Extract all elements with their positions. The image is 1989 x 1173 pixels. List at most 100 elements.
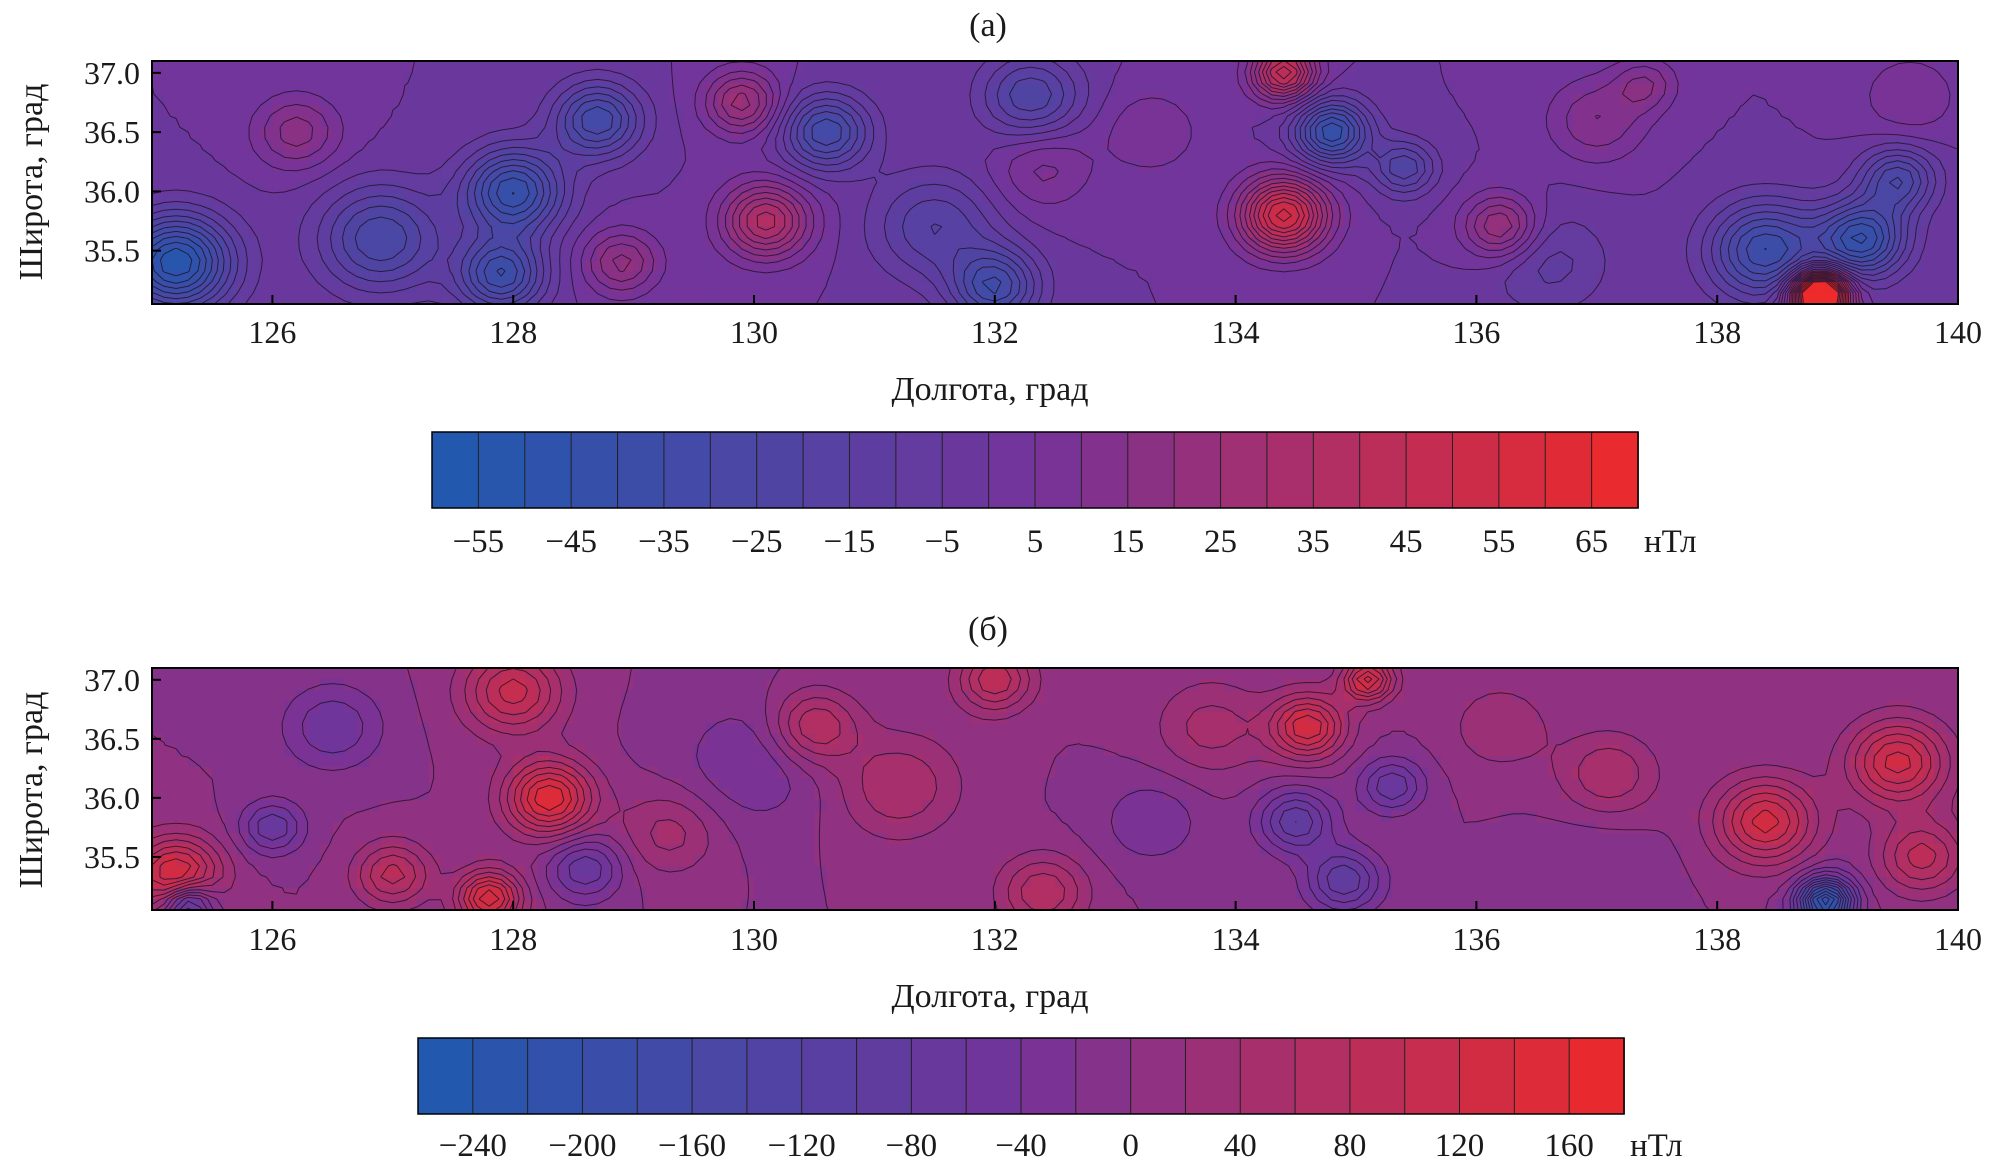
heatmap-cell [717, 668, 731, 680]
heatmap-cell [1753, 61, 1766, 73]
heatmap-cell [1524, 767, 1538, 779]
heatmap-cell [236, 149, 249, 162]
heatmap-cell [1307, 756, 1321, 768]
heatmap-cell [272, 756, 286, 768]
heatmap-cell [212, 72, 225, 84]
heatmap-cell [1548, 292, 1562, 305]
heatmap-cell [1030, 292, 1044, 305]
heatmap-cell [1476, 734, 1490, 746]
heatmap-cell [1006, 72, 1020, 84]
heatmap-cell [910, 83, 924, 95]
heatmap-cell [1307, 94, 1321, 106]
heatmap-cell [705, 105, 719, 117]
heatmap-cell [585, 116, 599, 128]
heatmap-cell [609, 61, 623, 73]
heatmap-cell [501, 292, 514, 305]
heatmap-cell [561, 734, 574, 746]
heatmap-cell [1681, 756, 1694, 768]
heatmap-cell [1669, 723, 1682, 735]
heatmap-cell [1657, 193, 1670, 206]
heatmap-cell [573, 712, 587, 724]
heatmap-cell [1909, 171, 1923, 184]
heatmap-cell [1006, 690, 1020, 702]
heatmap-cell [1139, 83, 1152, 95]
heatmap-cell [1223, 778, 1237, 790]
heatmap-cell [1825, 292, 1839, 305]
heatmap-cell [1548, 745, 1562, 757]
heatmap-cell [344, 116, 358, 128]
heatmap-cell [380, 712, 394, 724]
heatmap-cell [1247, 215, 1261, 228]
heatmap-cell [693, 723, 707, 735]
heatmap-cell [501, 193, 514, 206]
heatmap-cell [778, 160, 791, 173]
heatmap-cell [1693, 182, 1706, 195]
heatmap-cell [1416, 61, 1429, 73]
heatmap-cell [1933, 668, 1947, 680]
heatmap-cell [296, 712, 310, 724]
heatmap-cell [898, 734, 912, 746]
heatmap-cell [1849, 237, 1863, 250]
heatmap-cell [1861, 61, 1875, 73]
heatmap-cell [489, 171, 502, 184]
heatmap-cell [1753, 105, 1766, 117]
heatmap-cell [681, 127, 695, 139]
heatmap-cell [356, 83, 370, 95]
heatmap-cell [1524, 193, 1538, 206]
heatmap-cell [1223, 182, 1237, 195]
colorbar-tick-label: 25 [1204, 524, 1237, 560]
heatmap-cell [1632, 116, 1646, 128]
heatmap-cell [1259, 259, 1273, 272]
heatmap-cell [621, 767, 635, 779]
heatmap-cell [1873, 259, 1887, 272]
heatmap-cell [754, 116, 767, 128]
heatmap-cell [826, 292, 839, 305]
heatmap-cell [1488, 182, 1502, 195]
heatmap-cell [1933, 701, 1947, 713]
heatmap-cell [1921, 149, 1935, 162]
heatmap-cell [741, 105, 755, 117]
heatmap-cell [645, 61, 659, 73]
heatmap-cell [1380, 204, 1393, 217]
heatmap-cell [645, 270, 659, 283]
heatmap-cell [970, 745, 984, 757]
heatmap-cell [236, 679, 249, 691]
heatmap-cell [826, 204, 839, 217]
heatmap-cell [1271, 292, 1285, 305]
heatmap-cell [368, 204, 382, 217]
heatmap-cell [754, 160, 767, 173]
heatmap-cell [705, 94, 719, 106]
heatmap-cell [946, 248, 960, 261]
heatmap-cell [152, 292, 165, 305]
heatmap-cell [1885, 116, 1899, 128]
heatmap-cell [766, 734, 779, 746]
heatmap-cell [1608, 182, 1622, 195]
heatmap-cell [1331, 668, 1345, 680]
colorbar-bin [1312, 431, 1361, 509]
heatmap-cell [1873, 61, 1887, 73]
heatmap-cell [392, 248, 406, 261]
heatmap-cell [982, 215, 996, 228]
heatmap-cell [1596, 723, 1610, 735]
heatmap-cell [1861, 712, 1875, 724]
heatmap-cell [296, 259, 310, 272]
heatmap-cell [1416, 756, 1429, 768]
heatmap-cell [440, 712, 454, 724]
heatmap-cell [814, 734, 827, 746]
heatmap-cell [200, 734, 213, 746]
heatmap-cell [1524, 72, 1538, 84]
heatmap-cell [1163, 767, 1176, 779]
heatmap-cell [693, 270, 707, 283]
heatmap-cell [1030, 668, 1044, 680]
heatmap-cell [1067, 182, 1080, 195]
heatmap-cell [1536, 270, 1550, 283]
heatmap-cell [1343, 193, 1357, 206]
heatmap-cell [1488, 248, 1502, 261]
heatmap-cell [344, 182, 358, 195]
heatmap-cell [1006, 116, 1020, 128]
heatmap-cell [356, 778, 370, 790]
heatmap-cell [621, 756, 635, 768]
heatmap-cell [501, 138, 514, 150]
heatmap-cell [1729, 215, 1742, 228]
heatmap-cell [886, 94, 900, 106]
